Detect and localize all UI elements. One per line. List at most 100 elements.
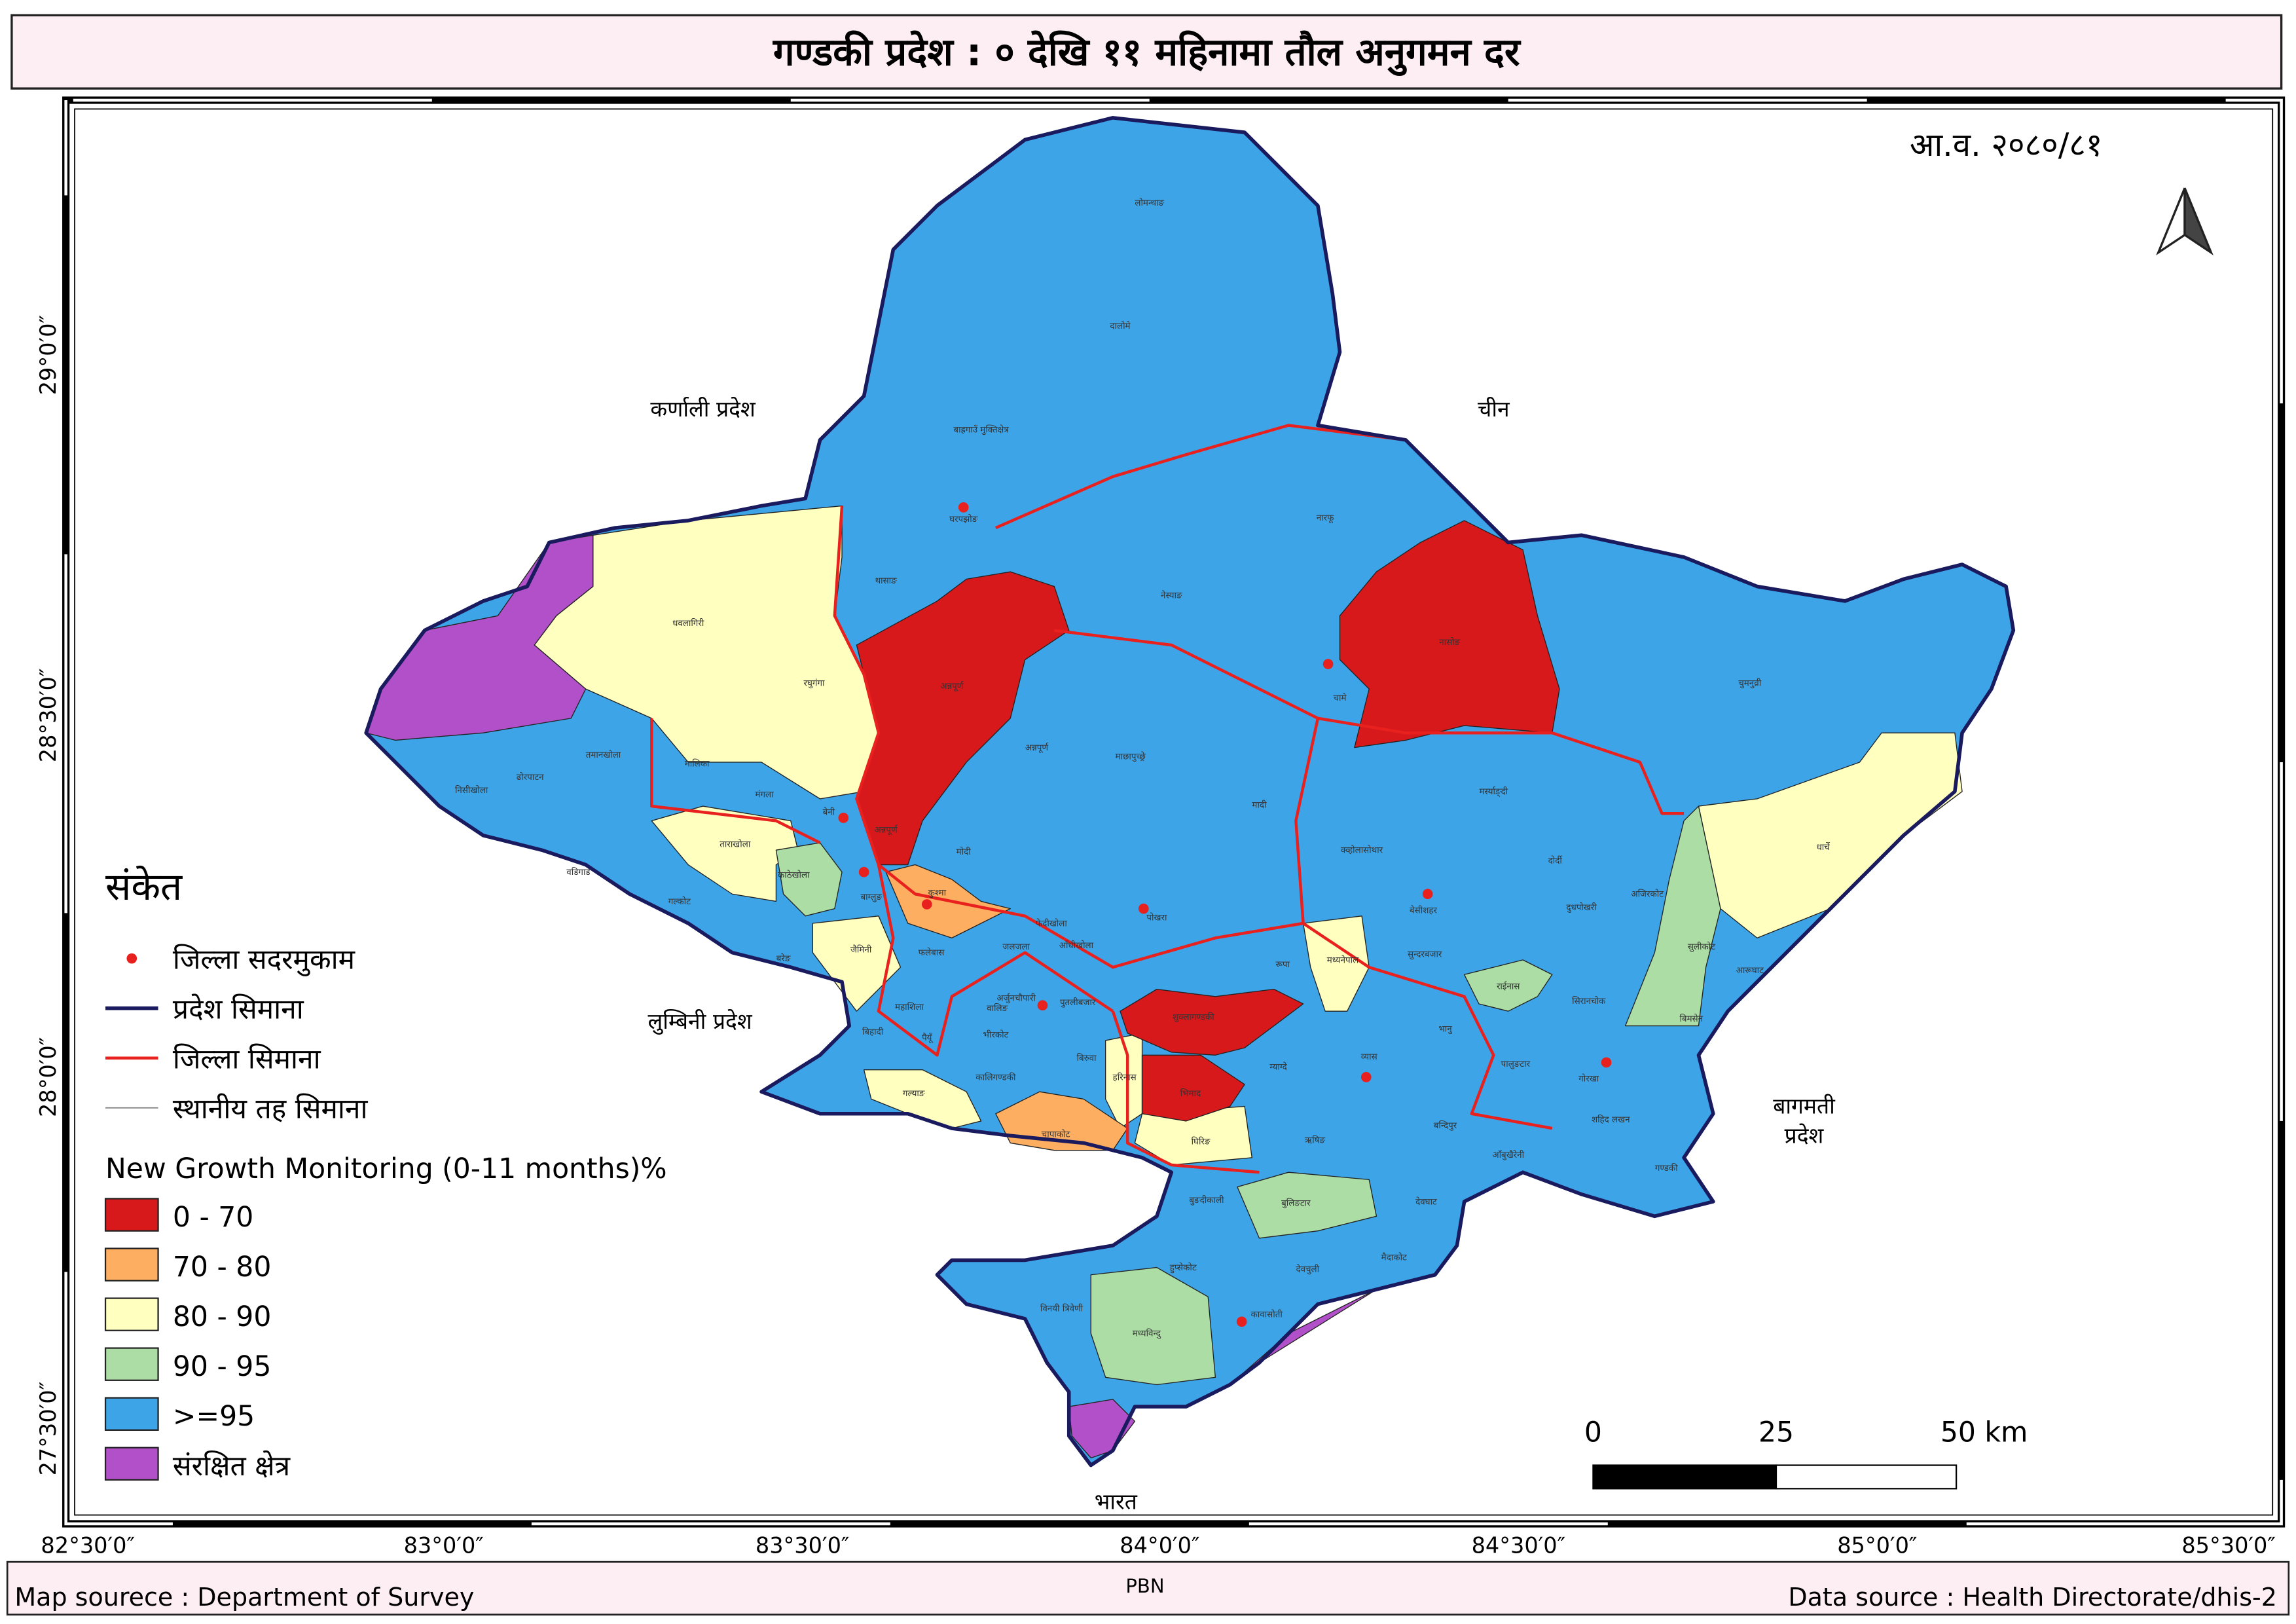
district-boundary (994, 424, 1406, 530)
district-hq (958, 502, 969, 513)
place-label: मध्यविन्दु (1133, 1328, 1161, 1339)
region-90-95 (1090, 1266, 1216, 1386)
place-label: लोमन्थाङ (1135, 197, 1164, 208)
latitude-label: 28°30′0″ (35, 669, 61, 763)
place-label: फेदीखोला (1036, 917, 1067, 929)
place-label: सुन्दरबजार (1408, 950, 1442, 959)
place-label: पैयूँ (922, 1032, 933, 1043)
title-box (10, 14, 2283, 90)
legend-swatch (104, 1297, 159, 1331)
latitude-label: 27°30′0″ (35, 1382, 61, 1476)
province-boundary (364, 116, 2016, 1467)
place-label: धार्चे (1816, 841, 1830, 853)
place-label: भिमाद (1180, 1088, 1201, 1099)
legend-swatch (104, 1347, 159, 1381)
neighbor-label: बागमती प्रदेश (1773, 1094, 1836, 1149)
place-label: नारफू (1317, 513, 1334, 523)
place-label: अर्जुनचौपारी (996, 993, 1036, 1004)
legend-classes-title: New Growth Monitoring (0-11 months)% (105, 1153, 667, 1185)
place-label: भानु (1438, 1024, 1452, 1034)
place-label: दोर्दी (1548, 855, 1563, 866)
neighbor-labels: कर्णाली प्रदेश चीन लुम्बिनी प्रदेश बागमती प्… (648, 396, 1836, 1515)
place-label: देवचुली (1296, 1263, 1319, 1274)
longitude-label: 82°30′0″ (41, 1533, 135, 1559)
place-label: पोखरा (1146, 912, 1167, 923)
legend-class-label: >=95 (173, 1401, 255, 1433)
place-label: शहिद लखन (1592, 1114, 1630, 1125)
place-label: चामे (1333, 692, 1347, 703)
region-80-90 (812, 915, 902, 1012)
inner-frame (74, 108, 2274, 1516)
district-boundary (650, 718, 821, 844)
legend-class-label: संरक्षित क्षेत्र (173, 1450, 291, 1483)
place-label: आँबुखैरेनी (1492, 1149, 1524, 1160)
place-label: दुधपोखरी (1566, 902, 1597, 913)
place-label: मैदाकोट (1381, 1251, 1407, 1263)
region-90-95 (1624, 805, 1721, 1027)
fiscal-year: आ.व. २०८०/८१ (1910, 126, 2103, 164)
place-label: गल्कोट (668, 896, 691, 907)
place-label: पुतलीबजार (1060, 997, 1096, 1008)
place-label: मोदी (957, 846, 972, 857)
region-80-90 (863, 1069, 982, 1129)
place-label: गोरखा (1578, 1073, 1599, 1084)
place-label: कुश्मा (928, 888, 947, 898)
graticule-labels: 82°30′0″ 83°0′0″ 83°30′0″ 84°0′0″ 84°30′0″ 85… (35, 315, 2276, 1559)
place-label: कावासोती (1250, 1309, 1283, 1320)
place-label: नेस्याङ (1161, 589, 1182, 600)
legend-class-label: 90 - 95 (173, 1351, 271, 1383)
legend-swatch (104, 1247, 159, 1282)
place-label: राईनास (1497, 981, 1520, 992)
longitude-label: 85°0′0″ (1837, 1533, 1917, 1559)
district-boundary (1111, 1010, 1260, 1174)
legend-symbol-label: प्रदेश सिमाना (173, 993, 304, 1025)
place-label: जैमिनी (850, 944, 872, 955)
place-label: फलेबास (919, 947, 945, 958)
place-label: मंगला (755, 790, 774, 800)
district-hq (1360, 1071, 1372, 1082)
region-80-90 (534, 505, 879, 800)
place-label: गण्डकी (1655, 1162, 1678, 1173)
place-label: निसीखोला (455, 784, 488, 796)
longitude-label: 84°0′0″ (1120, 1533, 1199, 1559)
district-hq (1422, 889, 1433, 900)
legend-class-label: 80 - 90 (173, 1301, 271, 1333)
place-label: वडिगाड (566, 866, 591, 877)
place-label: ऋषिङ (1305, 1134, 1326, 1145)
latitude-label: 28°0′0″ (35, 1037, 61, 1117)
neighbor-label: चीन (1478, 396, 1510, 422)
place-label: मर्स्याङ्दी (1480, 786, 1508, 797)
place-label: रूपा (1276, 960, 1290, 970)
district-hq (921, 899, 932, 910)
longitude-label: 83°30′0″ (756, 1533, 850, 1559)
place-label: बाह्रगाउँ मुक्तिक्षेत्र (953, 424, 1009, 435)
region-90-95 (1463, 959, 1553, 1012)
place-label: क्व्होलासोथार (1341, 845, 1383, 856)
scale-bar: 0 25 50 km (1584, 1417, 2028, 1490)
place-label: आँधीखोला (1059, 940, 1094, 951)
north-arrow-right (2183, 187, 2214, 256)
place-label: ताराखोला (720, 839, 751, 850)
footer-left: Map sourece : Department of Survey (14, 1583, 474, 1612)
legend-swatch (104, 1447, 159, 1481)
district-boundaries (650, 424, 1685, 1174)
place-label: अन्नपूर्ण (940, 680, 964, 692)
district-hq (1601, 1057, 1612, 1068)
place-label: चापाकोट (1042, 1129, 1070, 1140)
district-hq (838, 813, 849, 823)
legend-class-label: 70 - 80 (173, 1251, 271, 1283)
legend-hq-symbol (126, 953, 137, 964)
legend: संकेत New Growth Monitoring (0-11 months… (104, 864, 667, 1483)
district-boundary (1054, 629, 1685, 815)
place-label: सुलीकोट (1688, 941, 1715, 952)
district-hq (1138, 903, 1149, 914)
place-label: बाग्लुङ (861, 893, 883, 902)
place-label: अन्नपूर्ण (875, 824, 898, 835)
place-label: बुङदीकाली (1189, 1194, 1224, 1206)
place-label: वालिङ (987, 1003, 1008, 1014)
place-label: चुमनुव्री (1738, 678, 1761, 689)
legend-swatch (104, 1397, 159, 1431)
neighbor-label: भारत (1095, 1489, 1138, 1515)
